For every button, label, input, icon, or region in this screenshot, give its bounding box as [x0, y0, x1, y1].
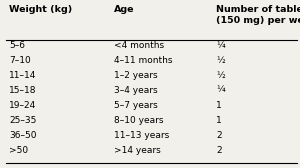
- Text: ¼: ¼: [216, 41, 225, 50]
- Text: 2: 2: [216, 145, 222, 155]
- Text: 25–35: 25–35: [9, 116, 36, 125]
- Text: >50: >50: [9, 145, 28, 155]
- Text: Number of tablets
(150 mg) per week: Number of tablets (150 mg) per week: [216, 5, 300, 25]
- Text: 1: 1: [216, 116, 222, 125]
- Text: Age: Age: [114, 5, 134, 14]
- Text: ½: ½: [216, 56, 225, 65]
- Text: 1–2 years: 1–2 years: [114, 71, 158, 80]
- Text: 11–14: 11–14: [9, 71, 36, 80]
- Text: 4–11 months: 4–11 months: [114, 56, 172, 65]
- Text: 2: 2: [216, 131, 222, 140]
- Text: 3–4 years: 3–4 years: [114, 86, 158, 95]
- Text: >14 years: >14 years: [114, 145, 161, 155]
- Text: 8–10 years: 8–10 years: [114, 116, 164, 125]
- Text: 5–6: 5–6: [9, 41, 25, 50]
- Text: ¼: ¼: [216, 86, 225, 95]
- Text: ½: ½: [216, 71, 225, 80]
- Text: 1: 1: [216, 101, 222, 110]
- Text: 11–13 years: 11–13 years: [114, 131, 169, 140]
- Text: Weight (kg): Weight (kg): [9, 5, 72, 14]
- Text: 7–10: 7–10: [9, 56, 31, 65]
- Text: 36–50: 36–50: [9, 131, 37, 140]
- Text: <4 months: <4 months: [114, 41, 164, 50]
- Text: 5–7 years: 5–7 years: [114, 101, 158, 110]
- Text: 15–18: 15–18: [9, 86, 37, 95]
- Text: 19–24: 19–24: [9, 101, 36, 110]
